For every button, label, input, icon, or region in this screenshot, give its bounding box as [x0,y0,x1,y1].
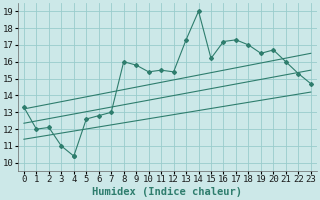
X-axis label: Humidex (Indice chaleur): Humidex (Indice chaleur) [92,187,242,197]
